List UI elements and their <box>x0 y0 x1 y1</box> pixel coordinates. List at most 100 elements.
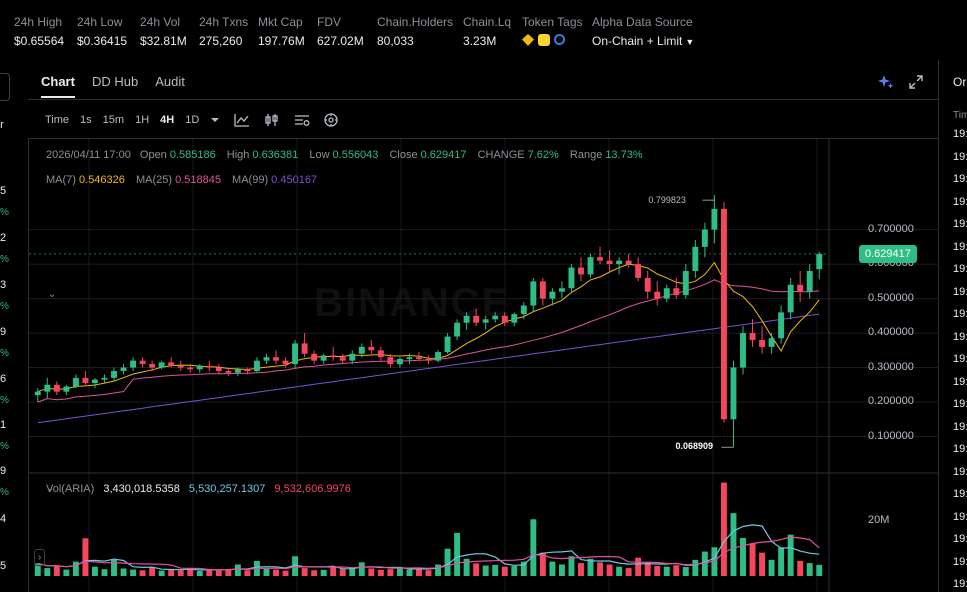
chart-tabs: Chart DD Hub Audit <box>41 74 185 98</box>
volume-bar <box>120 568 127 576</box>
price-chart[interactable]: BINANCE 2026/04/11 17:00 Open 0.585186 Hi… <box>28 138 939 592</box>
candle-body <box>654 291 661 299</box>
candle-body <box>34 391 41 396</box>
volume-bar <box>149 567 156 576</box>
ma99-value: 0.450167 <box>271 174 318 186</box>
candle-body <box>301 343 308 354</box>
candle-body <box>273 357 279 361</box>
price-tick-label: 0.400000 <box>868 326 914 339</box>
candle-body <box>82 377 89 384</box>
candle-type-icon[interactable] <box>264 113 280 127</box>
left-row-value: 2 <box>0 232 7 244</box>
bnb-icon[interactable] <box>522 34 534 46</box>
interval-15m[interactable]: 15m <box>102 114 125 126</box>
volume-bar <box>635 557 642 576</box>
candle-body <box>463 315 470 323</box>
volume-bar <box>320 569 327 576</box>
ai-sparkle-icon[interactable] <box>878 74 894 95</box>
interval-1d[interactable]: 1D <box>185 114 200 126</box>
volume-bar <box>501 566 508 576</box>
candle-body <box>406 357 413 359</box>
dropdown-icon[interactable] <box>210 115 220 125</box>
trade-time: 19: <box>953 173 967 185</box>
volume-bar <box>301 568 308 576</box>
alpha-data-source[interactable]: Alpha Data Source On-Chain + Limit ▼ <box>592 15 694 48</box>
scroll-left-icon[interactable]: › <box>34 549 46 566</box>
volume-bar <box>682 567 689 576</box>
settings-icon[interactable] <box>294 113 310 127</box>
left-panel-box[interactable] <box>0 73 10 101</box>
trade-time: 19: <box>953 263 967 275</box>
volume-bar <box>168 569 175 576</box>
collapse-volume-icon[interactable]: ⌄ <box>46 483 55 494</box>
candle-body <box>435 352 441 361</box>
alpha-source-value[interactable]: On-Chain + Limit <box>592 34 683 48</box>
candle-body <box>501 315 508 323</box>
volume-bar <box>511 565 518 576</box>
candle-body <box>568 267 575 289</box>
interval-time[interactable]: Time <box>45 114 70 126</box>
stat-value: $32.81M <box>140 34 187 48</box>
trade-time: 19: <box>953 375 967 388</box>
chevron-down-icon[interactable]: ▼ <box>685 37 695 47</box>
left-row-value: 3 <box>0 279 7 291</box>
volume-bar <box>292 556 299 576</box>
candle-body <box>311 353 318 361</box>
candle-body <box>377 350 384 358</box>
stat-value: 3.23M <box>463 34 497 48</box>
candle-body <box>282 360 289 365</box>
stat-value: 197.76M <box>258 34 305 48</box>
volume-bar <box>816 564 823 576</box>
volume-bar <box>530 519 537 576</box>
volume-bar <box>549 561 556 576</box>
candle-body <box>320 355 327 361</box>
candle-body <box>578 267 584 275</box>
interval-1h[interactable]: 1H <box>135 114 150 126</box>
candle-body <box>44 384 51 392</box>
left-row-value: 6 <box>0 373 7 385</box>
candle-body <box>492 315 499 320</box>
fullscreen-icon[interactable] <box>908 74 924 95</box>
candle-body <box>549 291 556 299</box>
token-stats-bar: 24h High $0.65564 24h Low $0.36415 24h Vol $3… <box>0 0 967 60</box>
high-value: 0.636381 <box>252 149 299 161</box>
candle-body <box>158 362 165 368</box>
tab-dd-hub[interactable]: DD Hub <box>91 74 139 89</box>
tab-audit[interactable]: Audit <box>155 74 185 89</box>
candle-body <box>701 229 708 247</box>
ma7-value: 0.546326 <box>79 174 125 186</box>
volume-ma-long <box>37 536 820 571</box>
tab-chart[interactable]: Chart <box>41 74 75 98</box>
candle-body <box>168 362 175 366</box>
coin-icon[interactable] <box>538 34 550 46</box>
candle-body <box>635 264 642 278</box>
candlestick-chart-svg[interactable] <box>29 139 939 592</box>
volume-bar <box>111 559 117 576</box>
close-label: Close <box>389 149 418 161</box>
stat-2: 24h Vol $32.81M <box>140 15 187 48</box>
collapse-legend-icon[interactable]: ⌄ <box>48 289 57 300</box>
reset-icon[interactable] <box>324 113 338 127</box>
ma25-value: 0.518845 <box>175 174 221 186</box>
volume-bar <box>72 561 79 576</box>
volume-bar <box>673 565 680 576</box>
interval-4h[interactable]: 4H <box>160 114 175 126</box>
volume-bar <box>225 569 232 576</box>
candle-body <box>196 365 203 370</box>
indicator-icon[interactable] <box>234 113 250 127</box>
left-row-percent: % <box>0 348 9 359</box>
interval-1s[interactable]: 1s <box>80 114 92 126</box>
volume-bar <box>654 565 661 576</box>
orders-panel-header[interactable]: Or <box>953 75 967 89</box>
trade-time: 19: <box>953 240 967 253</box>
volume-bar <box>616 566 623 576</box>
link-icon[interactable] <box>554 34 565 45</box>
candle-body <box>387 357 394 365</box>
volume-bar <box>435 564 441 576</box>
left-row-value: 5 <box>0 185 7 197</box>
stat-label: Chain.Lq <box>463 15 512 29</box>
candle-body <box>101 377 108 380</box>
candle-body <box>473 315 480 323</box>
left-panel-partial: er 5 2 3 9 6 1 9 4 5%%%%%%% <box>0 60 12 592</box>
volume-bar <box>311 570 318 576</box>
